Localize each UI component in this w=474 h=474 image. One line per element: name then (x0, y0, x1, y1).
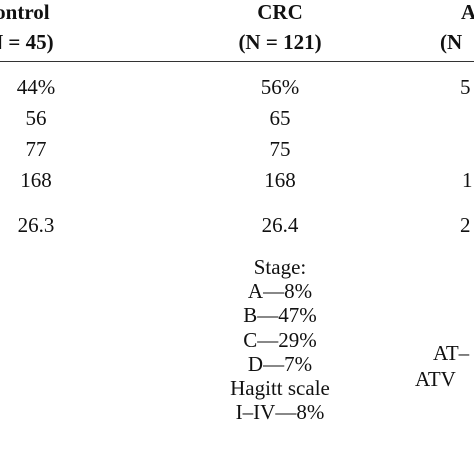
cell-crc-row5: 26.4 (261, 213, 299, 237)
cell-control-row4: 168 (20, 168, 52, 192)
header-rule (0, 61, 474, 62)
hagitt-scale-label: Hagitt scale (230, 376, 330, 401)
cell-crc-row4: 168 (264, 168, 296, 192)
header-control-line2: N = 45) (0, 30, 54, 54)
cell-crc-row3: 75 (269, 137, 291, 161)
header-control-line1: Control (0, 0, 50, 24)
header-third-line1: A (461, 0, 474, 24)
stage-a: A—8% (247, 279, 313, 304)
stage-c: C—29% (243, 327, 317, 352)
hagitt-i-iv: I–IV—8% (235, 400, 325, 425)
cell-control-row3: 77 (25, 137, 47, 161)
cell-control-row2: 56 (25, 106, 47, 130)
third-col-line2: ATV (415, 367, 456, 391)
header-crc-line1: CRC (257, 0, 303, 24)
cell-third-row4: 1 (462, 168, 473, 192)
header-crc-line2: (N = 121) (238, 30, 322, 54)
header-third-line2: (N (440, 30, 463, 54)
third-col-line1: AT– (433, 341, 470, 365)
cell-third-row1: 5 (460, 75, 471, 99)
cell-control-row5: 26.3 (17, 213, 55, 237)
third-col-block: AT– ATV (415, 340, 474, 392)
cell-third-row5: 2 (460, 213, 471, 237)
cell-crc-row2: 65 (269, 106, 291, 130)
cell-control-row1: 44% (16, 75, 56, 99)
crc-stage-block: Stage: A—8% B—47% C—29% D—7% Hagitt scal… (170, 255, 390, 424)
cell-crc-row1: 56% (260, 75, 300, 99)
stage-b: B—47% (243, 303, 317, 328)
stage-label: Stage: (253, 255, 307, 279)
stage-d: D—7% (247, 351, 313, 376)
